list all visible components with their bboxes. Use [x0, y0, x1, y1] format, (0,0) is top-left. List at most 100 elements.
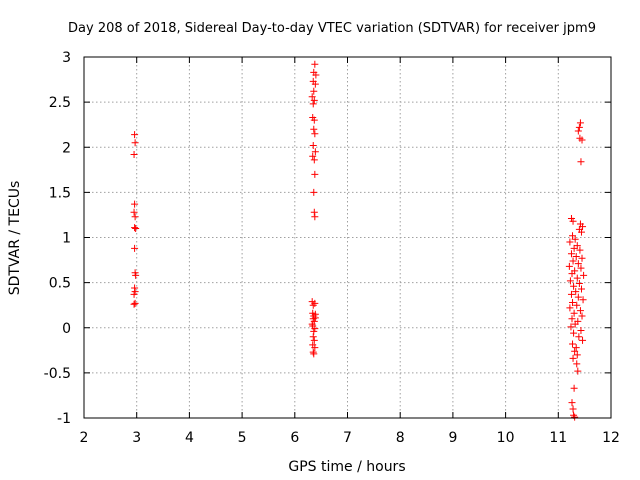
- data-point: [567, 250, 575, 258]
- data-point: [573, 274, 581, 282]
- y-tick-label: 0: [62, 321, 71, 337]
- y-tick-label: 2.5: [49, 95, 71, 111]
- data-point: [578, 136, 586, 144]
- data-point: [131, 284, 139, 292]
- data-point: [131, 213, 139, 221]
- data-point: [570, 329, 578, 337]
- y-tick-label: 3: [62, 50, 71, 66]
- data-point: [577, 326, 585, 334]
- x-tick-labels: 2 3 4 5 6 7 8 9 10 11 12: [80, 430, 620, 446]
- data-point: [131, 244, 139, 252]
- data-point: [570, 244, 578, 252]
- data-point: [131, 224, 139, 232]
- data-point: [575, 280, 583, 288]
- data-point: [308, 93, 316, 101]
- data-point: [566, 238, 574, 246]
- data-point: [567, 290, 575, 298]
- x-tick-label: 11: [549, 430, 567, 446]
- data-point: [131, 131, 139, 139]
- data-point: [572, 288, 580, 296]
- x-tick-label: 2: [80, 430, 89, 446]
- data-point: [573, 360, 581, 368]
- data-point: [311, 314, 319, 322]
- data-point: [570, 309, 578, 317]
- x-tick-label: 7: [343, 430, 352, 446]
- y-tick-label: -0.5: [44, 366, 71, 382]
- data-point: [308, 320, 316, 328]
- data-point: [569, 340, 577, 348]
- data-point: [579, 296, 587, 304]
- data-point: [577, 264, 585, 272]
- x-tick-label: 5: [238, 430, 247, 446]
- data-point: [571, 235, 579, 243]
- x-tick-label: 8: [396, 430, 405, 446]
- data-point: [571, 413, 579, 421]
- data-point: [572, 344, 580, 352]
- grid: [84, 57, 611, 418]
- data-point: [577, 158, 585, 166]
- data-point: [574, 260, 582, 268]
- data-point: [310, 350, 318, 358]
- data-point: [579, 336, 587, 344]
- x-tick-label: 9: [448, 430, 457, 446]
- y-tick-labels: -1 -0.5 0 0.5 1 1.5 2 2.5 3: [44, 50, 71, 427]
- data-point: [132, 224, 140, 232]
- data-point: [309, 348, 317, 356]
- data-point: [567, 323, 575, 331]
- data-point: [311, 344, 319, 352]
- y-tick-label: 0.5: [49, 276, 71, 292]
- data-point: [566, 277, 574, 285]
- data-point: [309, 333, 317, 341]
- data-point: [578, 312, 586, 320]
- data-point: [571, 347, 579, 355]
- data-point: [575, 333, 583, 341]
- plot-frame: [83, 56, 612, 419]
- data-point: [574, 293, 582, 301]
- data-point: [130, 300, 138, 308]
- y-tick-label: 1.5: [49, 185, 71, 201]
- data-point: [131, 139, 139, 147]
- data-point: [310, 96, 318, 104]
- data-point: [311, 170, 319, 178]
- data-points: [130, 60, 588, 421]
- data-point: [568, 270, 576, 278]
- data-point: [311, 80, 319, 88]
- data-point: [131, 299, 139, 307]
- data-point: [576, 307, 584, 315]
- data-point: [311, 299, 319, 307]
- data-point: [311, 130, 319, 138]
- data-point: [311, 148, 319, 156]
- x-tick-label: 4: [185, 430, 194, 446]
- data-point: [309, 141, 317, 149]
- data-point: [569, 354, 577, 362]
- data-point: [566, 304, 574, 312]
- data-point: [311, 60, 319, 68]
- data-point: [310, 156, 318, 164]
- data-point: [569, 298, 577, 306]
- data-point: [310, 327, 318, 335]
- data-point: [130, 150, 138, 158]
- x-tick-label: 12: [602, 430, 620, 446]
- data-point: [309, 152, 317, 160]
- y-tick-label: 1: [62, 231, 71, 247]
- y-axis-label: SDTVAR / TECUs: [7, 181, 23, 296]
- data-point: [569, 405, 577, 413]
- data-point: [310, 125, 318, 133]
- data-point: [577, 228, 585, 236]
- data-point: [310, 188, 318, 196]
- data-point: [130, 208, 138, 216]
- data-point: [578, 254, 586, 262]
- data-point: [310, 116, 318, 124]
- data-point: [309, 301, 317, 309]
- data-point: [573, 301, 581, 309]
- data-point: [574, 367, 582, 375]
- y-tick-label: -1: [57, 411, 71, 427]
- data-point: [571, 320, 579, 328]
- data-point: [311, 213, 319, 221]
- tick-marks: [83, 56, 612, 419]
- data-point: [576, 246, 584, 254]
- data-point: [573, 351, 581, 359]
- data-point: [570, 384, 578, 392]
- data-point: [132, 271, 140, 279]
